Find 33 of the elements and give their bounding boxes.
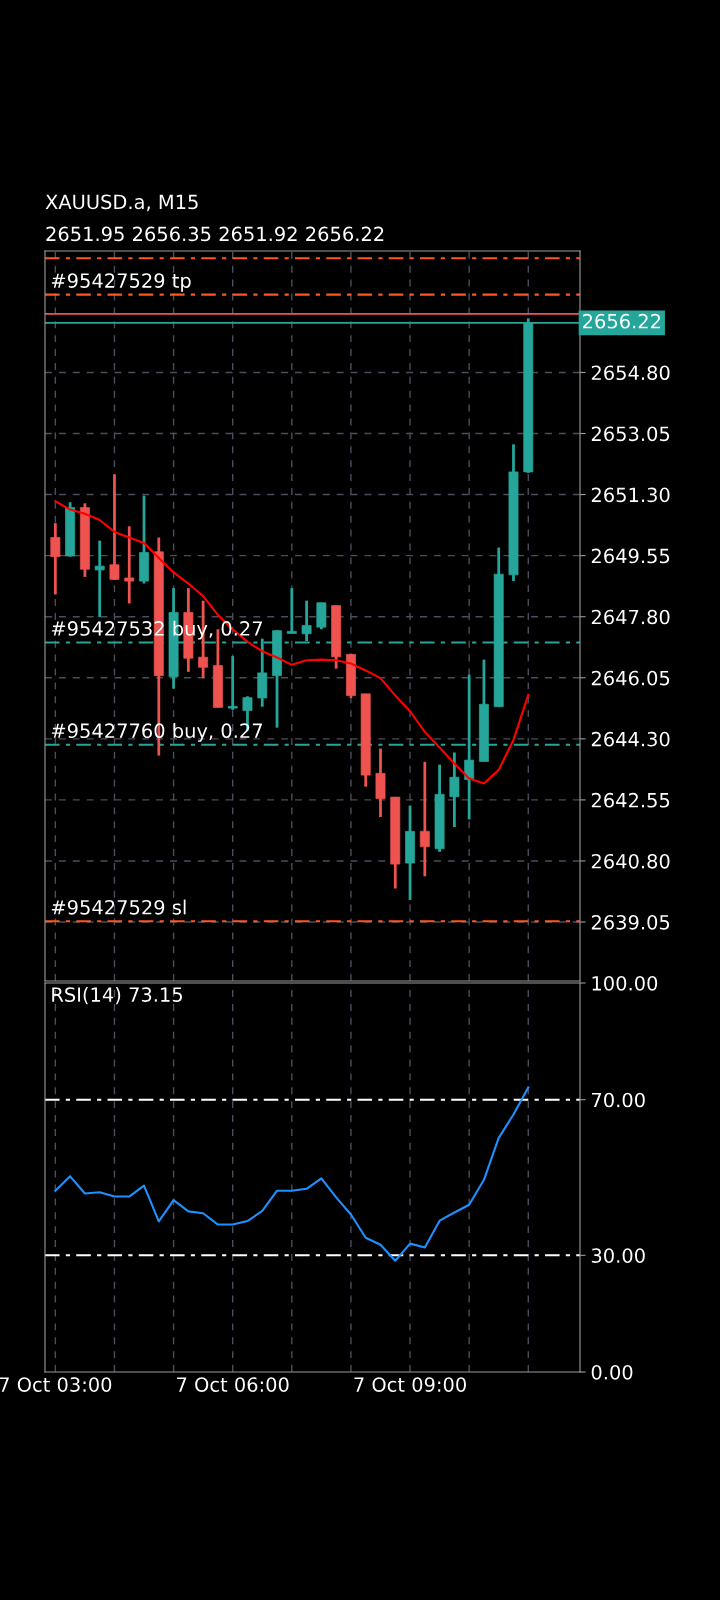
ref-line-label: 2656.22	[583, 313, 661, 329]
y-tick-label: 70.00	[592, 1092, 645, 1108]
y-tick-label: 2654.80	[591, 365, 670, 381]
line-series	[54, 1086, 530, 1262]
candlestick	[50, 521, 61, 596]
ref-line-label: #95427529 sl	[51, 899, 186, 915]
candlestick	[286, 586, 297, 635]
chart-title: XAUUSD.a, M15	[45, 194, 198, 212]
y-tick-label: 30.00	[591, 1248, 645, 1263]
y-tick-label: 2639.05	[591, 914, 670, 930]
x-tick-label: 7 Oct 03:00	[0, 1377, 112, 1392]
candlestick	[94, 539, 105, 619]
chart-title: RSI(14) 73.15	[52, 986, 182, 1005]
y-tick-label: 2644.30	[591, 731, 670, 747]
y-tick-label: 2646.05	[591, 670, 670, 686]
x-tick-label: 7 Oct 09:00	[354, 1377, 466, 1392]
y-tick-label: 2642.55	[591, 792, 670, 808]
y-tick-label: 2647.80	[591, 609, 670, 625]
y-tick-label: 2653.05	[591, 426, 670, 442]
candlestick	[109, 472, 120, 582]
y-tick-label: 0.00	[591, 1364, 633, 1380]
y-tick-label: 100.00	[592, 975, 658, 991]
ref-line-label: #95427529 tp	[51, 273, 191, 292]
x-tick-label: 7 Oct 06:00	[177, 1377, 289, 1392]
y-tick-label: 2651.30	[591, 487, 670, 503]
candlestick	[419, 760, 430, 878]
line-series	[54, 500, 530, 785]
candlestick	[227, 654, 238, 712]
y-tick-label: 2649.55	[591, 548, 670, 564]
candlestick	[124, 524, 135, 605]
y-tick-label: 2640.80	[591, 853, 670, 869]
candlestick	[449, 751, 460, 829]
chart-subtitle: 2651.95 2656.35 2651.92 2656.22	[46, 226, 384, 242]
